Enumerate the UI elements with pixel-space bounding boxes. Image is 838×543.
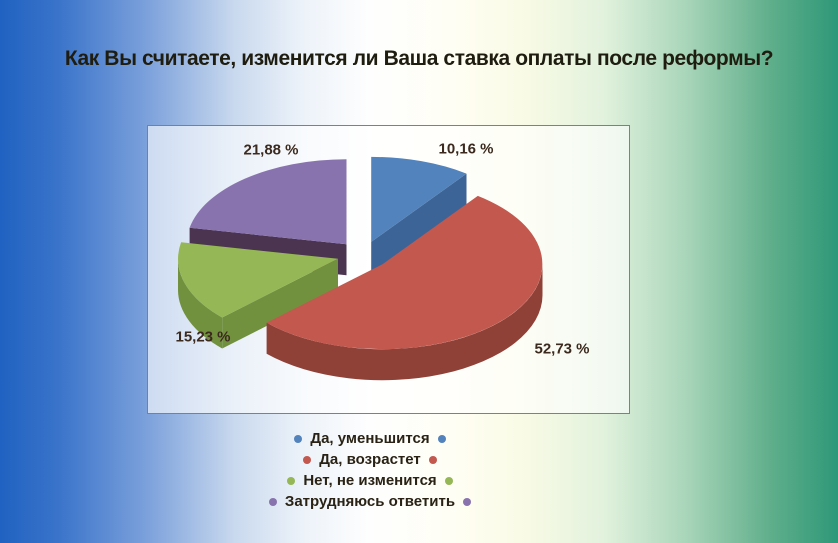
legend-item-da-umenshitsya: Да, уменьшится: [286, 428, 453, 449]
legend-label: Нет, не изменится: [303, 472, 437, 489]
legend-marker-icon: [287, 476, 296, 485]
value-label-zatrudnyayus: 21,88 %: [243, 141, 299, 159]
legend-label: Да, возрастет: [319, 451, 421, 468]
legend-marker-icon: [294, 434, 303, 443]
pie-chart: [177, 156, 543, 381]
legend-marker-icon: [444, 476, 453, 485]
value-label-da-umenshitsya: 10,16 %: [438, 140, 494, 158]
value-label-net-ne-izmenitsya: 15,23 %: [175, 328, 231, 346]
chart-frame: 10,16 % 52,73 % 15,23 % 21,88 %: [147, 125, 630, 414]
legend-marker-icon: [268, 497, 277, 506]
legend-marker-icon: [428, 455, 437, 464]
legend-marker-icon: [303, 455, 312, 464]
legend: Да, уменьшится Да, возрастет Нет, не изм…: [0, 428, 740, 512]
legend-marker-icon: [437, 434, 446, 443]
chart-title: Как Вы считаете, изменится ли Ваша ставк…: [64, 47, 774, 70]
legend-marker-icon: [463, 497, 472, 506]
legend-label: Да, уменьшится: [310, 430, 430, 447]
value-label-da-vozrastet: 52,73 %: [534, 340, 590, 358]
legend-item-zatrudnyayus: Затрудняюсь ответить: [261, 491, 479, 512]
legend-item-net-ne-izmenitsya: Нет, не изменится: [279, 470, 460, 491]
legend-label: Затрудняюсь ответить: [284, 493, 456, 510]
legend-item-da-vozrastet: Да, возрастет: [295, 449, 445, 470]
